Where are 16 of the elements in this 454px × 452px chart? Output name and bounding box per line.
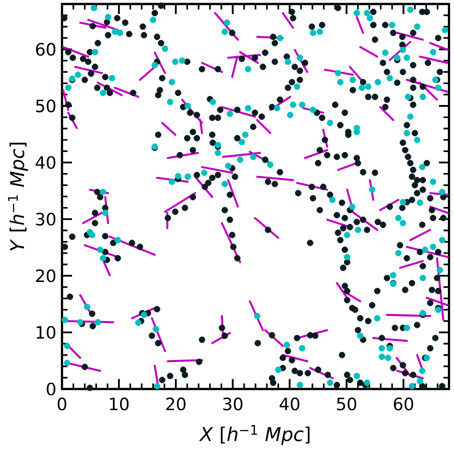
x-tick-label: 10: [110, 398, 129, 410]
x-tick-label: 60: [394, 398, 414, 410]
x-tick-label: 50: [337, 398, 356, 410]
y-tick-label: 10: [36, 326, 56, 339]
y-tick-label: 50: [36, 99, 56, 112]
x-tick-label: 40: [280, 398, 300, 410]
x-axis-title: X [h$^{−1}$ Mpc]: [199, 425, 310, 445]
x-tick-label: 30: [223, 398, 242, 410]
x-tick-label: 20: [166, 398, 186, 410]
y-tick-label: 20: [36, 269, 56, 282]
x-tick-label: 0: [58, 398, 66, 410]
y-axis-title: Y [h$^{−1}$ Mpc]: [8, 142, 28, 251]
y-tick-label: 40: [36, 156, 56, 169]
y-tick-label: 60: [36, 42, 56, 56]
y-tick-label: 30: [36, 212, 56, 226]
y-tick-label: 0: [46, 382, 56, 396]
